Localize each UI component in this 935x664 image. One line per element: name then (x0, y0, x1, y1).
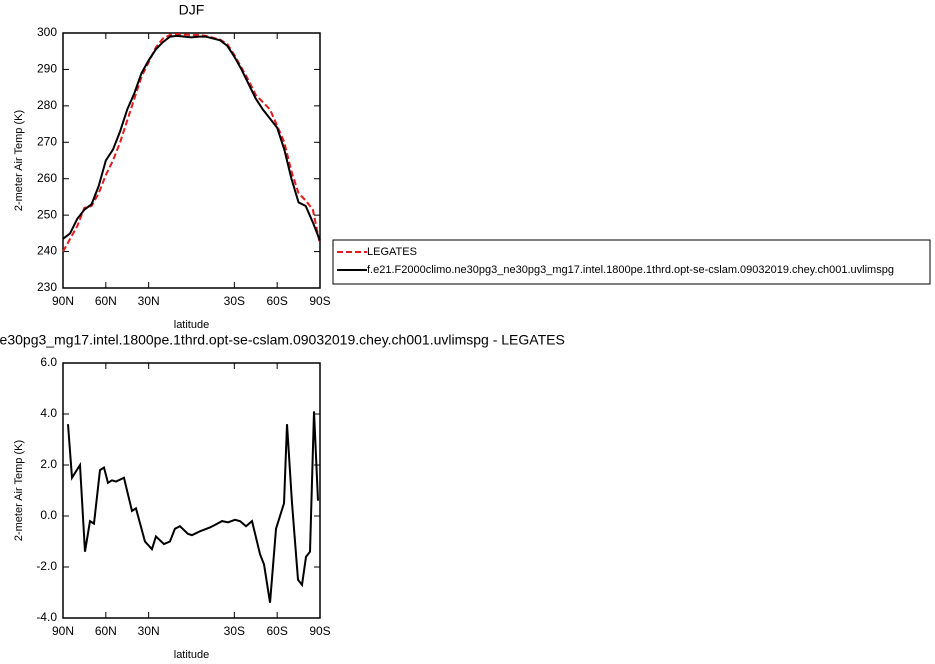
x-axis-label: latitude (174, 649, 209, 661)
y-tick-label: 260 (37, 171, 57, 185)
y-tick-label: -4.0 (36, 610, 57, 624)
x-tick-label: 60S (266, 294, 287, 308)
legend-label: LEGATES (367, 246, 417, 258)
y-tick-label: 270 (37, 134, 57, 148)
chart-title: f.e21.F2000climo.ne30pg3_ne30pg3_mg17.in… (0, 332, 565, 348)
y-tick-label: -2.0 (36, 559, 57, 573)
legend-box (332, 239, 931, 285)
y-tick-label: 2.0 (40, 457, 57, 471)
y-tick-label: 250 (37, 207, 57, 221)
plot-frame (62, 362, 321, 619)
y-tick-label: 280 (37, 98, 57, 112)
x-tick-label: 60S (266, 624, 287, 638)
y-axis-label: 2-meter Air Temp (K) (13, 440, 25, 541)
x-axis-label: latitude (174, 319, 209, 331)
x-tick-label: 30S (224, 624, 245, 638)
x-tick-label: 30N (138, 624, 160, 638)
y-tick-label: 290 (37, 62, 57, 76)
x-tick-label: 90N (52, 624, 74, 638)
y-axis-label: 2-meter Air Temp (K) (13, 110, 25, 211)
y-tick-label: 240 (37, 244, 57, 258)
y-tick-label: 0.0 (40, 508, 57, 522)
y-tick-label: 6.0 (40, 355, 57, 369)
chart-title: DJF (179, 2, 205, 18)
y-tick-label: 230 (37, 280, 57, 294)
data-line (66, 411, 319, 603)
x-tick-label: 90S (309, 294, 330, 308)
y-tick-label: 300 (37, 25, 57, 39)
x-tick-label: 60N (95, 294, 117, 308)
x-tick-label: 90N (52, 294, 74, 308)
x-tick-label: 30N (138, 294, 160, 308)
plot-frame (62, 32, 321, 289)
data-line (62, 34, 321, 242)
legend-label: f.e21.F2000climo.ne30pg3_ne30pg3_mg17.in… (367, 264, 894, 276)
y-tick-label: 4.0 (40, 406, 57, 420)
x-tick-label: 30S (224, 294, 245, 308)
x-tick-label: 90S (309, 624, 330, 638)
x-tick-label: 60N (95, 624, 117, 638)
data-line (62, 33, 321, 253)
